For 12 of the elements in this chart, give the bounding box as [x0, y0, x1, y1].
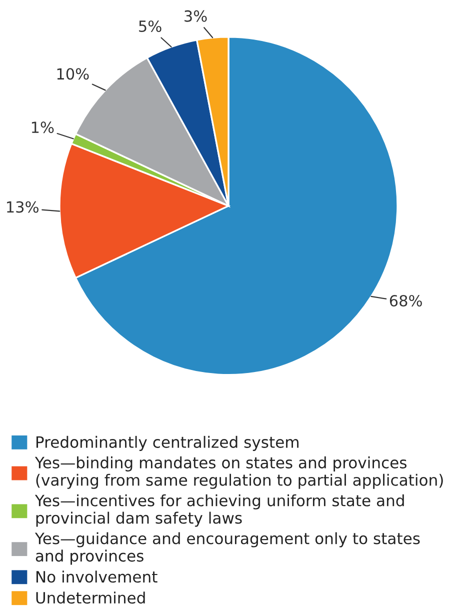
legend-label: Predominantly centralized system — [36, 436, 298, 451]
data-label: 3% — [184, 10, 207, 22]
legend-label: No involvement — [36, 570, 158, 583]
legend-label: Yes—guidance and encouragement only to states and provinces — [34, 532, 420, 565]
legend-label: Yes—incentives for achieving uniform state and provincial dam safety laws — [34, 494, 404, 527]
data-label: 5% — [139, 20, 162, 32]
data-label: 10% — [57, 68, 89, 80]
data-label: 1% — [32, 122, 54, 134]
data-label: 13% — [7, 201, 38, 213]
legend-label: Yes—binding mandates on states and provinces (varying from same regulation to partial application) — [34, 456, 443, 489]
data-label: 68% — [390, 294, 422, 307]
legend-label: Undetermined — [36, 592, 145, 604]
